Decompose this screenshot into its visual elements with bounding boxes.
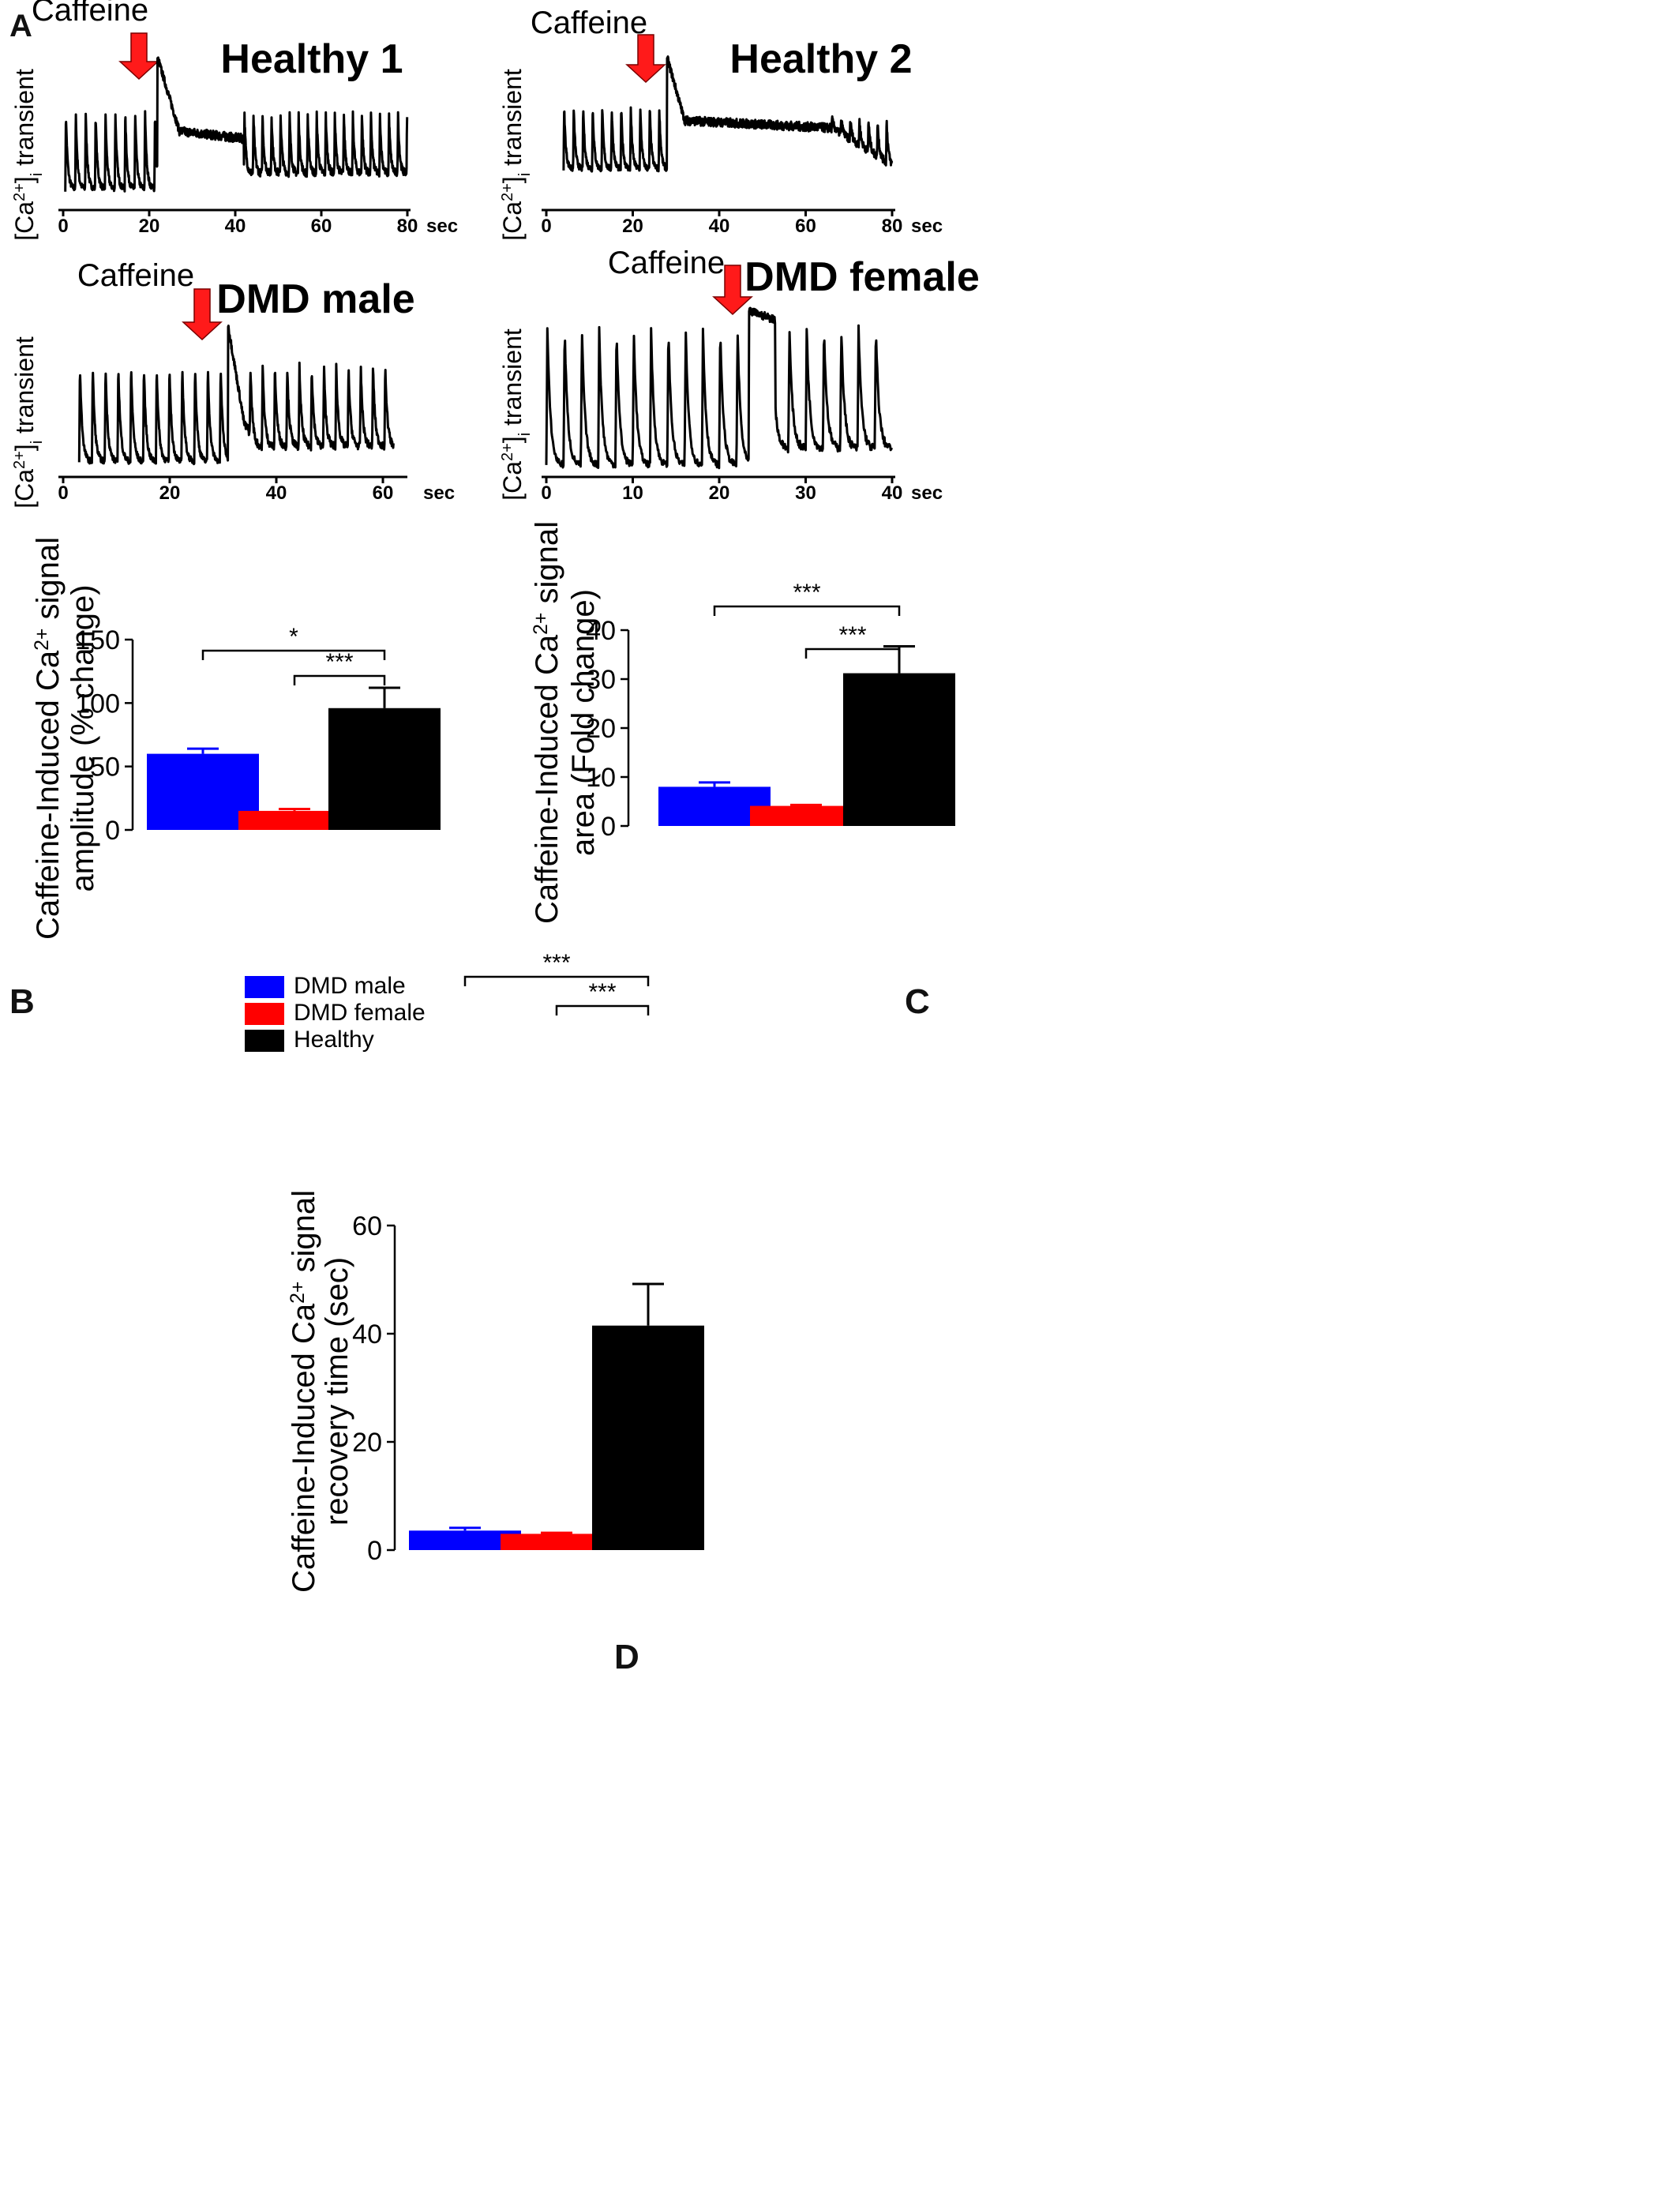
- x-unit-label: sec: [911, 216, 943, 237]
- y-tick-label: 20: [352, 1428, 382, 1458]
- y-axis-label-line2: amplitude (% change): [66, 584, 100, 892]
- significance-bracket: [201, 649, 386, 660]
- caffeine-arrow: [118, 32, 159, 81]
- x-tick-label: 40: [225, 216, 246, 237]
- significance-label: ***: [588, 979, 616, 1005]
- x-tick-label: 60: [795, 216, 816, 237]
- panel-label-c: C: [905, 982, 930, 1021]
- y-tick-label: 40: [586, 616, 616, 646]
- x-tick-label: 10: [622, 482, 643, 504]
- x-tick-label: 20: [709, 482, 730, 504]
- y-tick-label: 20: [586, 714, 616, 744]
- y-axis-label-line1: Caffeine-Induced Ca2+ signal: [530, 521, 564, 924]
- caffeine-label: Caffeine: [531, 6, 647, 40]
- bar-chart-c: 0 10 20 30 40 Caffeine-Induced Ca2+ signalare…: [530, 521, 955, 924]
- panel-label-a: A: [9, 9, 32, 43]
- bar-healthy: [592, 1325, 704, 1550]
- significance-bracket: [463, 975, 650, 986]
- bar-chart-d: 0 20 40 60 Caffeine-Induced Ca2+ signalrecov…: [287, 950, 704, 1593]
- calcium-trace: [64, 56, 409, 193]
- legend-label: DMD male: [294, 973, 406, 999]
- trace-panel-4: 0 10 20 30 40 sec [Ca2+]i transient DMD female C…: [498, 246, 980, 504]
- y-tick-label: 30: [586, 665, 616, 695]
- x-unit-label: sec: [423, 482, 455, 504]
- y-axis-label: [Ca2+]i transient: [498, 328, 534, 501]
- x-tick-label: 0: [58, 482, 68, 504]
- y-axis-label: [Ca2+]i transient: [10, 69, 46, 241]
- y-axis-label: [Ca2+]i transient: [498, 69, 534, 241]
- x-tick-label: 20: [159, 482, 181, 504]
- x-tick-label: 0: [541, 482, 551, 504]
- trace-panel-1: 0 20 40 60 80 sec [Ca2+]i transient Healthy 1 Ca…: [10, 0, 458, 241]
- x-tick-label: 60: [311, 216, 332, 237]
- significance-label: ***: [838, 622, 866, 648]
- caffeine-label: Caffeine: [32, 0, 148, 28]
- panel-label-d: D: [614, 1638, 639, 1676]
- y-tick-label: 60: [352, 1211, 382, 1241]
- trace-title: DMD female: [744, 254, 980, 300]
- bar-chart-b: 0 50 100 150 Caffeine-Induced Ca2+ signalamp…: [31, 537, 441, 1053]
- y-axis-label-line1: Caffeine-Induced Ca2+ signal: [287, 1190, 321, 1593]
- x-tick-label: 60: [373, 482, 394, 504]
- x-tick-label: 40: [266, 482, 287, 504]
- x-tick-label: 80: [397, 216, 418, 237]
- legend-swatch: [245, 1030, 284, 1052]
- trace-title: Healthy 1: [220, 36, 403, 82]
- caffeine-arrow: [625, 34, 666, 84]
- calcium-trace: [77, 325, 395, 466]
- x-tick-label: 80: [882, 216, 903, 237]
- bar-healthy: [328, 708, 441, 830]
- y-tick-label: 50: [90, 753, 120, 783]
- calcium-trace: [562, 55, 894, 173]
- y-tick-label: 0: [601, 812, 616, 842]
- significance-label: ***: [793, 580, 820, 606]
- bar-dmd-female: [501, 1533, 613, 1550]
- x-tick-label: 0: [541, 216, 551, 237]
- x-unit-label: sec: [426, 216, 458, 237]
- trace-panel-3: 0 20 40 60 sec [Ca2+]i transient DMD male Caffe…: [10, 258, 455, 509]
- x-tick-label: 0: [58, 216, 68, 237]
- x-unit-label: sec: [911, 482, 943, 504]
- y-axis-label-line1: Caffeine-Induced Ca2+ signal: [31, 537, 66, 940]
- x-tick-label: 20: [139, 216, 160, 237]
- y-tick-label: 10: [586, 763, 616, 793]
- legend-label: Healthy: [294, 1027, 374, 1053]
- panel-label-b: B: [9, 982, 35, 1021]
- significance-bracket: [804, 648, 901, 659]
- x-tick-label: 20: [622, 216, 643, 237]
- y-tick-label: 0: [367, 1536, 382, 1566]
- trace-panel-2: 0 20 40 60 80 sec [Ca2+]i transient Healthy 2 Ca…: [498, 6, 943, 241]
- caffeine-label: Caffeine: [77, 258, 194, 293]
- y-axis-label: [Ca2+]i transient: [10, 336, 46, 509]
- caffeine-label: Caffeine: [608, 246, 725, 280]
- legend-swatch: [245, 976, 284, 998]
- caffeine-arrow: [712, 265, 753, 316]
- legend-label: DMD female: [294, 1000, 426, 1026]
- charts-layer: 0 20 40 60 80 sec [Ca2+]i transient Healthy 1 Ca…: [10, 0, 980, 1593]
- significance-bracket: [555, 1004, 650, 1015]
- y-tick-label: 100: [75, 689, 120, 719]
- y-axis-label-line2: area (Fold change): [566, 589, 601, 856]
- significance-label: ***: [325, 649, 353, 675]
- trace-title: Healthy 2: [729, 36, 912, 82]
- y-axis-label-line2: recovery time (sec): [320, 1257, 354, 1526]
- y-tick-label: 0: [105, 816, 120, 846]
- significance-bracket: [713, 605, 901, 616]
- significance-label: *: [289, 624, 298, 650]
- y-tick-label: 40: [352, 1319, 382, 1350]
- y-tick-label: 150: [75, 625, 120, 655]
- x-tick-label: 40: [882, 482, 903, 504]
- legend-swatch: [245, 1003, 284, 1025]
- x-tick-label: 30: [795, 482, 816, 504]
- significance-label: ***: [542, 950, 570, 976]
- bar-healthy: [843, 673, 955, 826]
- significance-bracket: [293, 674, 386, 685]
- trace-title: DMD male: [216, 276, 414, 322]
- x-tick-label: 40: [709, 216, 730, 237]
- caffeine-arrow: [182, 288, 223, 341]
- calcium-trace: [545, 306, 893, 470]
